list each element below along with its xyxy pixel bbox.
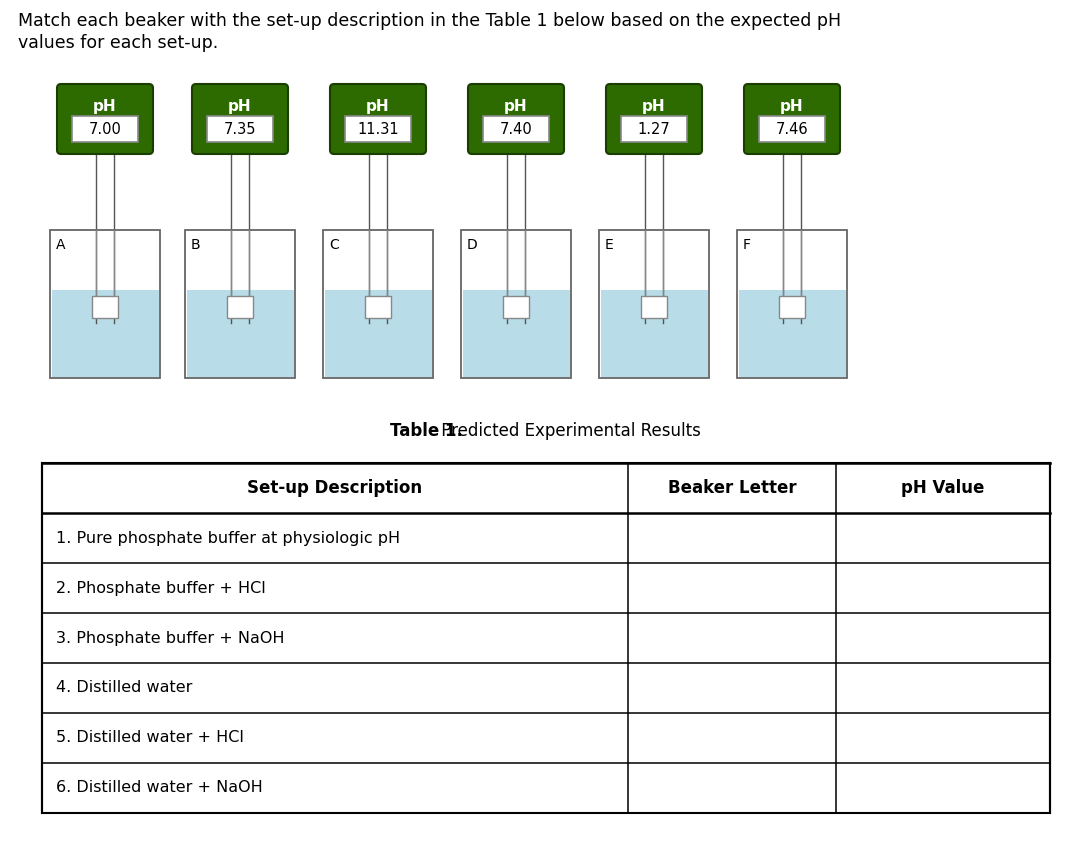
Text: 7.00: 7.00	[89, 121, 122, 137]
Text: B: B	[191, 238, 201, 252]
Bar	[460, 230, 571, 378]
Bar	[50, 230, 160, 378]
Bar	[463, 290, 569, 377]
Bar	[325, 290, 431, 377]
Text: E: E	[605, 238, 614, 252]
Text: 1.27: 1.27	[637, 121, 670, 137]
FancyBboxPatch shape	[192, 84, 288, 154]
Text: F: F	[743, 238, 752, 252]
Bar	[503, 296, 529, 318]
Bar	[42, 463, 1050, 813]
Text: 11.31: 11.31	[357, 121, 399, 137]
Bar	[185, 230, 295, 378]
Bar	[51, 290, 159, 377]
Bar	[227, 296, 253, 318]
Text: Predicted Experimental Results: Predicted Experimental Results	[435, 422, 700, 440]
Bar	[483, 116, 550, 142]
Bar	[641, 296, 667, 318]
Bar	[187, 290, 293, 377]
Bar	[621, 116, 687, 142]
Text: pH: pH	[642, 99, 666, 114]
Bar	[92, 296, 118, 318]
Text: 5. Distilled water + HCl: 5. Distilled water + HCl	[56, 731, 244, 745]
Text: 7.46: 7.46	[775, 121, 808, 137]
Text: Match each beaker with the set-up description in the Table 1 below based on the : Match each beaker with the set-up descri…	[18, 12, 842, 30]
Text: pH: pH	[228, 99, 252, 114]
Text: 7.35: 7.35	[224, 121, 256, 137]
Text: Beaker Letter: Beaker Letter	[668, 479, 796, 497]
FancyBboxPatch shape	[744, 84, 839, 154]
Text: pH: pH	[780, 99, 804, 114]
Bar	[207, 116, 273, 142]
Text: pH Value: pH Value	[901, 479, 985, 497]
Text: 2. Phosphate buffer + HCl: 2. Phosphate buffer + HCl	[56, 581, 266, 595]
Bar	[738, 290, 846, 377]
Text: pH: pH	[504, 99, 528, 114]
Text: 7.40: 7.40	[500, 121, 532, 137]
Text: Table 1.: Table 1.	[390, 422, 463, 440]
Bar	[345, 116, 411, 142]
Bar	[323, 230, 433, 378]
Text: values for each set-up.: values for each set-up.	[18, 34, 218, 52]
Bar	[601, 290, 707, 377]
FancyBboxPatch shape	[606, 84, 702, 154]
Text: pH: pH	[366, 99, 390, 114]
Text: 1. Pure phosphate buffer at physiologic pH: 1. Pure phosphate buffer at physiologic …	[56, 530, 400, 545]
Text: 6. Distilled water + NaOH: 6. Distilled water + NaOH	[56, 781, 263, 796]
Bar	[779, 296, 805, 318]
Bar	[365, 296, 391, 318]
Text: Set-up Description: Set-up Description	[248, 479, 422, 497]
Text: pH: pH	[93, 99, 117, 114]
Bar	[72, 116, 138, 142]
FancyBboxPatch shape	[56, 84, 153, 154]
Bar	[599, 230, 709, 378]
Text: 3. Phosphate buffer + NaOH: 3. Phosphate buffer + NaOH	[56, 631, 285, 646]
FancyBboxPatch shape	[468, 84, 564, 154]
Text: C: C	[329, 238, 339, 252]
Bar	[759, 116, 825, 142]
Text: D: D	[467, 238, 478, 252]
Text: 4. Distilled water: 4. Distilled water	[56, 680, 192, 695]
FancyBboxPatch shape	[330, 84, 426, 154]
Bar	[737, 230, 847, 378]
Text: A: A	[56, 238, 65, 252]
